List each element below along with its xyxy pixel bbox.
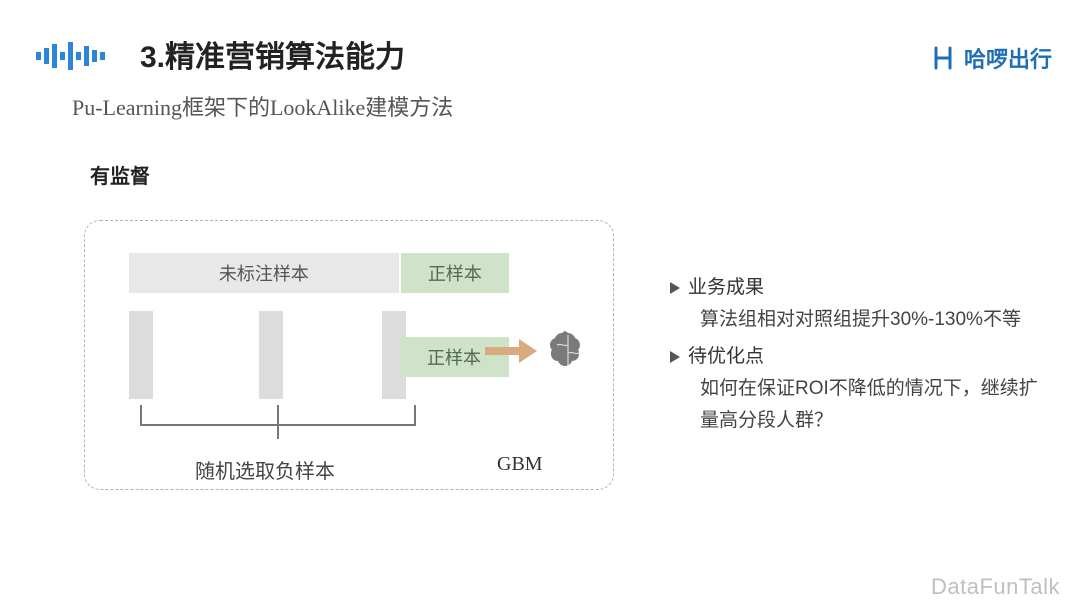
brand-logo-icon [930,45,956,71]
gray-bar-1 [129,311,153,399]
bullet-1-head: 业务成果 [668,272,1048,304]
header: 3.精准营销算法能力 哈啰出行 [0,24,1080,74]
sample-row-bottom: 正样本 [129,311,509,399]
brand-text: 哈啰出行 [964,42,1052,74]
unlabeled-block: 未标注样本 [129,253,399,293]
bullet-2-title: 待优化点 [688,341,764,373]
gbm-label: GBM [497,453,543,476]
subtitle: Pu-Learning框架下的LookAlike建模方法 [72,90,453,122]
gray-bar-2 [259,311,283,399]
bullet-2-body: 如何在保证ROI不降低的情况下，继续扩量高分段人群？ [700,373,1048,438]
bracket-icon [138,405,414,445]
sample-row-top: 未标注样本 正样本 [129,253,509,293]
soundwave-icon [36,42,110,70]
page-title: 3.精准营销算法能力 [140,32,405,76]
bullet-2-head: 待优化点 [668,341,1048,373]
bullets: 业务成果 算法组相对对照组提升30%-130%不等 待优化点 如何在保证ROI不… [668,268,1048,437]
bullet-1-body: 算法组相对对照组提升30%-130%不等 [700,304,1048,336]
section-label: 有监督 [90,160,150,189]
triangle-icon [670,282,680,294]
triangle-icon [670,351,680,363]
brain-icon [545,327,591,373]
neg-sample-label: 随机选取负样本 [195,455,335,484]
bullet-1-title: 业务成果 [688,272,764,304]
diagram-panel: 未标注样本 正样本 正样本 随机选取负样本 [84,220,614,490]
watermark: DataFunTalk [931,574,1060,600]
brand: 哈啰出行 [930,42,1052,74]
arrow-icon [485,339,537,363]
positive-block-top: 正样本 [399,253,509,293]
